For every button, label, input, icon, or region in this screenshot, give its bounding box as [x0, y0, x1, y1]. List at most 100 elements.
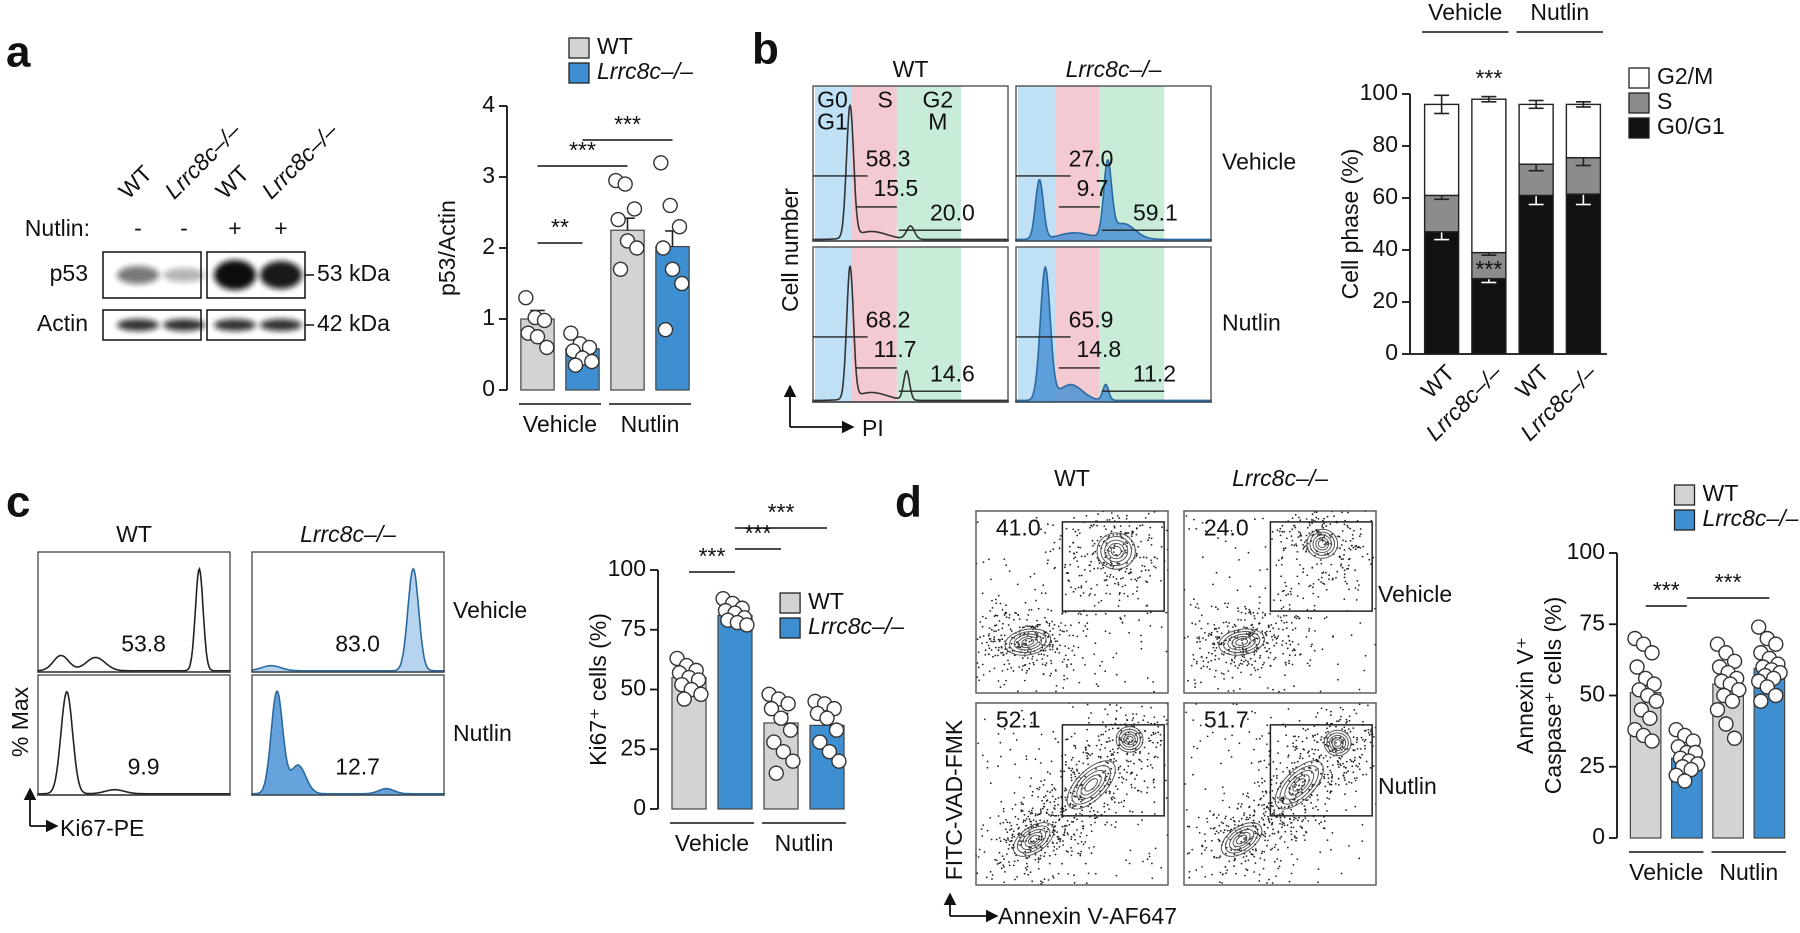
event-dot — [1293, 813, 1295, 815]
event-dot — [1145, 569, 1147, 571]
event-dot — [1051, 789, 1053, 791]
treatment-sign: + — [228, 215, 241, 241]
event-dot — [1021, 669, 1023, 671]
y-tick-label: 0 — [633, 794, 646, 820]
event-dot — [1120, 618, 1122, 620]
event-dot — [1262, 851, 1264, 853]
event-dot — [1081, 585, 1083, 587]
event-dot — [1096, 745, 1098, 747]
lane-label: WT — [210, 160, 254, 204]
event-dot — [1126, 760, 1128, 762]
event-dot — [1105, 580, 1107, 582]
event-dot — [1041, 644, 1043, 646]
event-dot — [1343, 554, 1345, 556]
event-dot — [1114, 527, 1116, 529]
event-dot — [1330, 757, 1332, 759]
event-dot — [1307, 820, 1309, 822]
event-dot — [1129, 863, 1131, 865]
data-point — [830, 723, 844, 737]
event-dot — [1003, 839, 1005, 841]
event-dot — [1058, 815, 1060, 817]
y-tick-label: 100 — [608, 555, 646, 581]
event-dot — [1283, 606, 1285, 608]
event-dot — [981, 835, 983, 837]
event-dot — [1256, 738, 1258, 740]
event-dot — [1204, 849, 1206, 851]
event-dot — [1257, 647, 1259, 649]
event-dot — [1297, 595, 1299, 597]
y-axis-label: Annexin V⁺ — [1512, 637, 1538, 754]
event-dot — [1065, 809, 1067, 811]
event-dot — [1018, 818, 1020, 820]
event-dot — [1072, 706, 1074, 708]
event-dot — [1008, 844, 1010, 846]
event-dot — [1248, 731, 1250, 733]
event-dot — [1081, 841, 1083, 843]
event-dot — [1108, 729, 1110, 731]
event-dot — [1083, 592, 1085, 594]
event-dot — [1152, 742, 1154, 744]
event-dot — [1270, 652, 1272, 654]
event-dot — [1321, 707, 1323, 709]
contour — [1021, 638, 1034, 647]
gate-value: 20.0 — [930, 200, 975, 226]
event-dot — [1120, 765, 1122, 767]
event-dot — [1007, 837, 1009, 839]
event-dot — [1150, 764, 1152, 766]
event-dot — [997, 863, 999, 865]
event-dot — [1130, 850, 1132, 852]
gate-value: 59.1 — [1133, 200, 1178, 226]
event-dot — [1321, 736, 1323, 738]
event-dot — [1264, 587, 1266, 589]
event-dot — [1350, 731, 1352, 733]
event-dot — [1035, 813, 1037, 815]
event-dot — [1067, 851, 1069, 853]
event-dot — [1275, 844, 1277, 846]
event-dot — [1097, 811, 1099, 813]
event-dot — [1147, 612, 1149, 614]
event-dot — [1188, 877, 1190, 879]
event-dot — [1052, 831, 1054, 833]
event-dot — [995, 602, 997, 604]
gate-value: 68.2 — [866, 306, 911, 332]
event-dot — [1063, 810, 1065, 812]
event-dot — [1130, 760, 1132, 762]
event-dot — [1155, 848, 1157, 850]
event-dot — [1066, 630, 1068, 632]
data-point — [537, 313, 551, 327]
event-dot — [1291, 528, 1293, 530]
event-dot — [1314, 734, 1316, 736]
event-dot — [1013, 836, 1015, 838]
event-dot — [1003, 858, 1005, 860]
event-dot — [1272, 639, 1274, 641]
event-dot — [1311, 644, 1313, 646]
event-dot — [1064, 790, 1066, 792]
event-dot — [1232, 817, 1234, 819]
event-dot — [1008, 663, 1010, 665]
event-dot — [1312, 593, 1314, 595]
event-dot — [1123, 593, 1125, 595]
data-point — [663, 198, 677, 212]
event-dot — [1080, 806, 1082, 808]
event-dot — [1082, 828, 1084, 830]
event-dot — [997, 765, 999, 767]
event-dot — [1009, 614, 1011, 616]
event-dot — [1117, 788, 1119, 790]
column-label: Lrrc8c–/– — [1232, 465, 1328, 491]
event-dot — [1235, 547, 1237, 549]
event-dot — [1030, 850, 1032, 852]
event-dot — [1233, 820, 1235, 822]
event-dot — [1298, 736, 1300, 738]
event-dot — [1027, 614, 1029, 616]
event-dot — [1053, 877, 1055, 879]
event-dot — [1241, 803, 1243, 805]
event-dot — [1103, 806, 1105, 808]
event-dot — [1324, 820, 1326, 822]
event-dot — [1049, 802, 1051, 804]
event-dot — [1131, 772, 1133, 774]
event-dot — [1230, 663, 1232, 665]
event-dot — [1262, 637, 1264, 639]
event-dot — [1028, 811, 1030, 813]
event-dot — [1207, 623, 1209, 625]
event-dot — [1047, 824, 1049, 826]
